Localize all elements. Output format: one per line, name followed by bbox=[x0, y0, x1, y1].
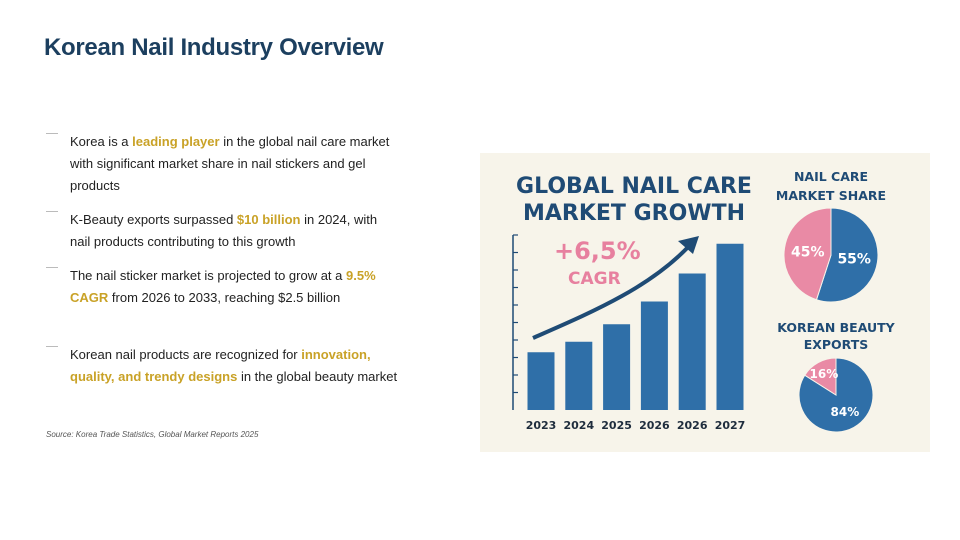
x-tick-label: 2026 bbox=[639, 419, 670, 432]
highlight-text: innovation, quality, and trendy designs bbox=[70, 347, 371, 384]
x-tick-label: 2023 bbox=[526, 419, 557, 432]
pie-charts: NAIL CARE MARKET SHARE 55% 45% KOREAN BEAUTY… bbox=[776, 169, 896, 433]
pie-title: NAIL CARE MARKET SHARE bbox=[776, 169, 886, 203]
bar bbox=[678, 273, 706, 410]
bar-chart: 2023 2024 2025 2026 2026 2027 bbox=[512, 234, 746, 432]
bullet-text: in the global beauty market bbox=[237, 369, 398, 384]
bullet: Korea is a leading player in the global … bbox=[46, 131, 400, 197]
bullet: Korean nail products are recognized for … bbox=[46, 344, 400, 388]
pie-label: 84% bbox=[831, 405, 860, 419]
pie-label: 16% bbox=[810, 367, 839, 381]
pie-slice bbox=[783, 207, 832, 301]
source-note: Source: Korea Trade Statistics, Global M… bbox=[46, 430, 259, 439]
bullet-text: Korean nail products are recognized for bbox=[70, 347, 302, 362]
bullet-text: in the global nail care market with sign… bbox=[70, 134, 390, 193]
bar bbox=[565, 341, 593, 410]
infographic: GLOBAL NAIL CARE MARKET GROWTH +6,5% CAGR… bbox=[480, 153, 930, 452]
highlight-text: 9.5% CAGR bbox=[70, 268, 376, 305]
x-tick-label: 2026 bbox=[677, 419, 708, 432]
x-tick-label: 2027 bbox=[715, 419, 746, 432]
highlight-text: $10 billion bbox=[236, 212, 301, 227]
bullet-text: in 2024, with nail products contributing… bbox=[70, 212, 378, 249]
pie-label: 45% bbox=[791, 244, 825, 260]
trend-arrow bbox=[532, 243, 692, 340]
bullet: The nail sticker market is projected to … bbox=[46, 265, 400, 309]
bar bbox=[527, 352, 555, 410]
pie-slice bbox=[815, 207, 879, 303]
bullet: K-Beauty exports surpassed $10 billion i… bbox=[46, 209, 400, 253]
highlight-text: leading player bbox=[132, 134, 220, 149]
infographic-title: GLOBAL NAIL CARE MARKET GROWTH bbox=[516, 174, 752, 226]
x-tick-label: 2025 bbox=[601, 419, 632, 432]
bullet-text: from 2026 to 2033, reaching $2.5 billion bbox=[108, 290, 341, 305]
bar bbox=[716, 243, 744, 410]
bar bbox=[640, 301, 668, 410]
growth-rate: +6,5% bbox=[554, 237, 641, 265]
pie-slice bbox=[804, 357, 837, 396]
pie-label: 55% bbox=[837, 252, 871, 268]
trend-arrowhead bbox=[678, 236, 699, 254]
bullet-text: The nail sticker market is projected to … bbox=[70, 268, 347, 283]
slide-title: Korean Nail Industry Overview bbox=[44, 34, 384, 61]
bullet-text: Korea is a bbox=[70, 134, 133, 149]
bar bbox=[603, 324, 631, 410]
growth-label: CAGR bbox=[568, 269, 621, 289]
x-tick-label: 2024 bbox=[563, 419, 594, 432]
pie-title: KOREAN BEAUTY EXPORTS bbox=[777, 320, 895, 352]
bullet-text: K-Beauty exports surpassed bbox=[70, 212, 237, 227]
